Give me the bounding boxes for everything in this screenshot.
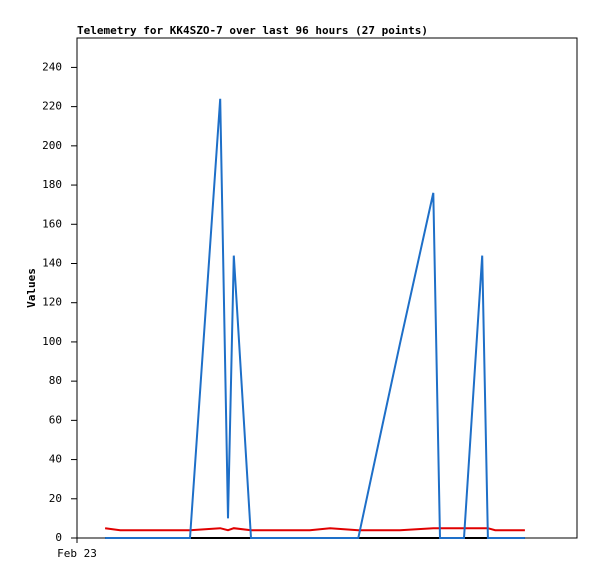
- y-tick-label: 120: [42, 296, 62, 309]
- y-tick-label: 180: [42, 178, 62, 191]
- series-line: [104, 527, 525, 532]
- y-tick-label: 160: [42, 217, 62, 230]
- y-tick-label: 0: [55, 531, 62, 544]
- y-axis-label: Values: [25, 268, 38, 308]
- y-tick-label: 200: [42, 139, 62, 152]
- y-tick-label: 220: [42, 100, 62, 113]
- y-tick-label: 240: [42, 60, 62, 73]
- y-tick-label: 40: [49, 453, 62, 466]
- x-tick-label: Feb 23: [57, 547, 97, 560]
- y-tick-label: 140: [42, 256, 62, 269]
- y-tick-label: 60: [49, 413, 62, 426]
- y-tick-label: 100: [42, 335, 62, 348]
- y-tick-label: 20: [49, 492, 62, 505]
- series-line: [105, 98, 525, 539]
- chart-title: Telemetry for KK4SZO-7 over last 96 hour…: [77, 24, 428, 37]
- y-tick-label: 80: [49, 374, 62, 387]
- plot-frame: [76, 37, 578, 539]
